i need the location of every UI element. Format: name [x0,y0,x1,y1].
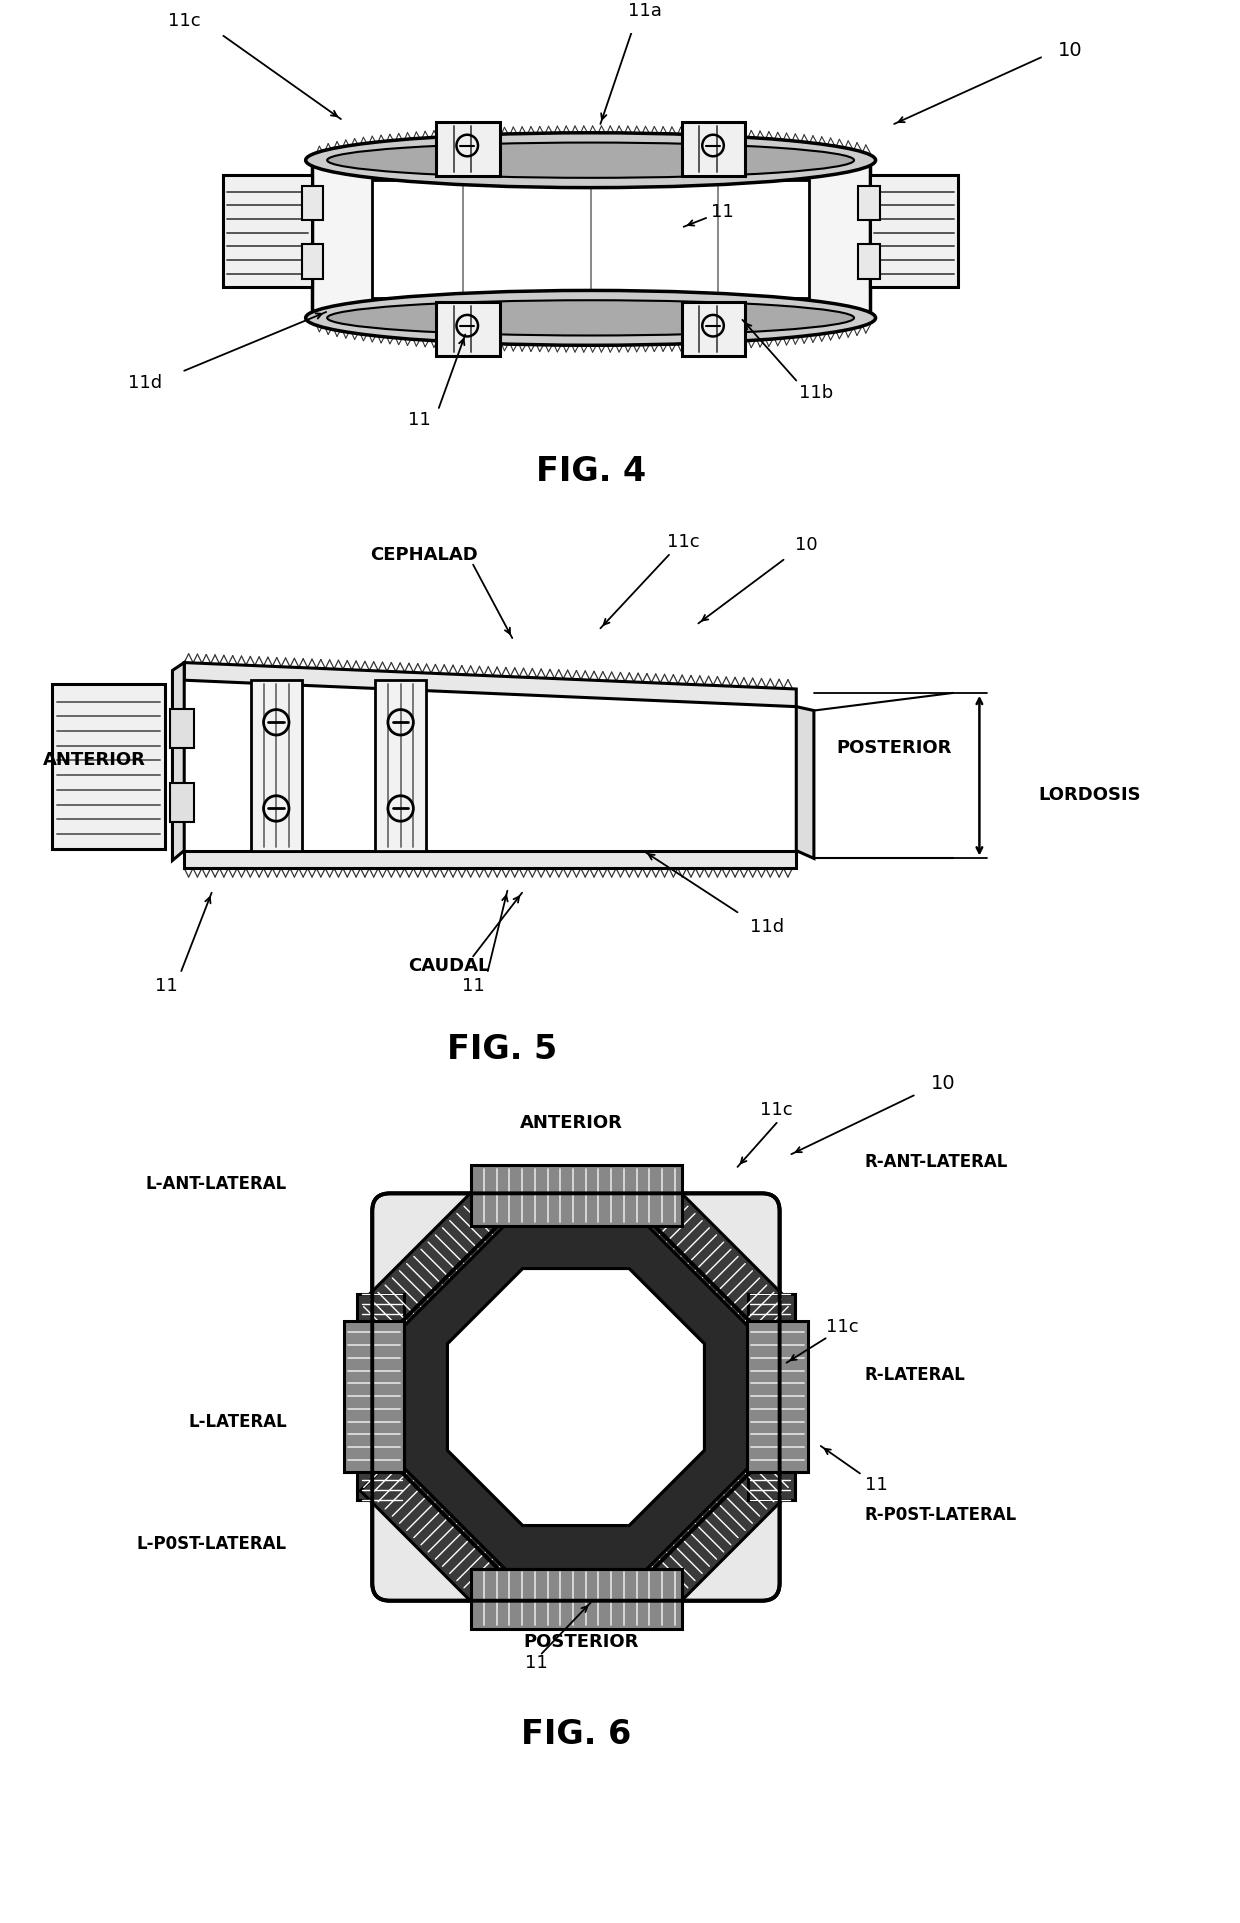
Bar [301,187,324,219]
Bar [748,1321,808,1473]
Text: POSTERIOR: POSTERIOR [837,738,952,758]
Bar [471,1569,682,1629]
Polygon shape [796,706,813,858]
Polygon shape [448,1269,704,1525]
Bar [311,158,869,319]
Text: CAUDAL: CAUDAL [408,958,490,975]
Bar [250,681,301,850]
Polygon shape [748,1294,795,1500]
Ellipse shape [327,142,854,177]
Bar [858,244,879,279]
Polygon shape [185,850,796,867]
Text: L-ANT-LATERAL: L-ANT-LATERAL [146,1175,286,1192]
Bar [343,1321,404,1473]
Text: CEPHALAD: CEPHALAD [371,546,477,563]
Text: 10: 10 [1058,40,1083,60]
Polygon shape [448,1269,704,1525]
Polygon shape [399,1221,753,1573]
Text: LORDOSIS: LORDOSIS [1039,787,1141,804]
Polygon shape [172,663,185,860]
Bar [372,179,808,298]
Text: L-LATERAL: L-LATERAL [188,1413,286,1431]
Polygon shape [361,1458,516,1613]
Bar [170,783,193,823]
Text: L-P0ST-LATERAL: L-P0ST-LATERAL [136,1535,286,1554]
Text: 11: 11 [526,1654,548,1673]
Bar [869,175,957,288]
Text: 11c: 11c [760,1102,794,1119]
Polygon shape [474,1569,678,1615]
Text: 11c: 11c [826,1317,858,1336]
Text: 11: 11 [408,412,430,429]
Ellipse shape [305,290,875,346]
Text: 11: 11 [461,977,485,994]
Bar [170,708,193,748]
Text: 11c: 11c [667,533,699,552]
Text: 11c: 11c [167,12,201,31]
Bar [436,121,500,175]
Bar [682,302,745,356]
Text: 11: 11 [712,204,734,221]
Polygon shape [185,663,796,706]
FancyBboxPatch shape [372,1194,780,1600]
Ellipse shape [327,300,854,335]
Ellipse shape [305,133,875,188]
Text: ANTERIOR: ANTERIOR [520,1113,622,1133]
Polygon shape [636,1458,791,1613]
Text: R-P0ST-LATERAL: R-P0ST-LATERAL [864,1506,1017,1523]
Bar [858,187,879,219]
Text: 11a: 11a [627,2,661,21]
Polygon shape [474,1179,678,1225]
Bar [471,1165,682,1225]
Text: 11d: 11d [750,917,784,937]
Text: FIG. 6: FIG. 6 [521,1719,631,1752]
Bar [376,681,427,850]
Text: 11d: 11d [128,375,162,392]
Text: POSTERIOR: POSTERIOR [523,1633,639,1650]
Polygon shape [361,1181,516,1336]
Bar [52,685,165,848]
Text: ANTERIOR: ANTERIOR [42,752,145,769]
Text: 10: 10 [795,537,817,554]
Bar [682,121,745,175]
Polygon shape [636,1181,791,1336]
Text: 11b: 11b [799,385,833,402]
Text: FIG. 4: FIG. 4 [536,456,646,488]
Text: 11: 11 [155,977,179,994]
Bar [223,175,311,288]
Text: 11: 11 [864,1477,888,1494]
Bar [301,244,324,279]
Text: FIG. 5: FIG. 5 [448,1033,558,1065]
Text: R-ANT-LATERAL: R-ANT-LATERAL [864,1154,1008,1171]
Text: 10: 10 [931,1075,956,1092]
Polygon shape [357,1294,404,1500]
Bar [436,302,500,356]
Text: R-LATERAL: R-LATERAL [864,1367,966,1385]
